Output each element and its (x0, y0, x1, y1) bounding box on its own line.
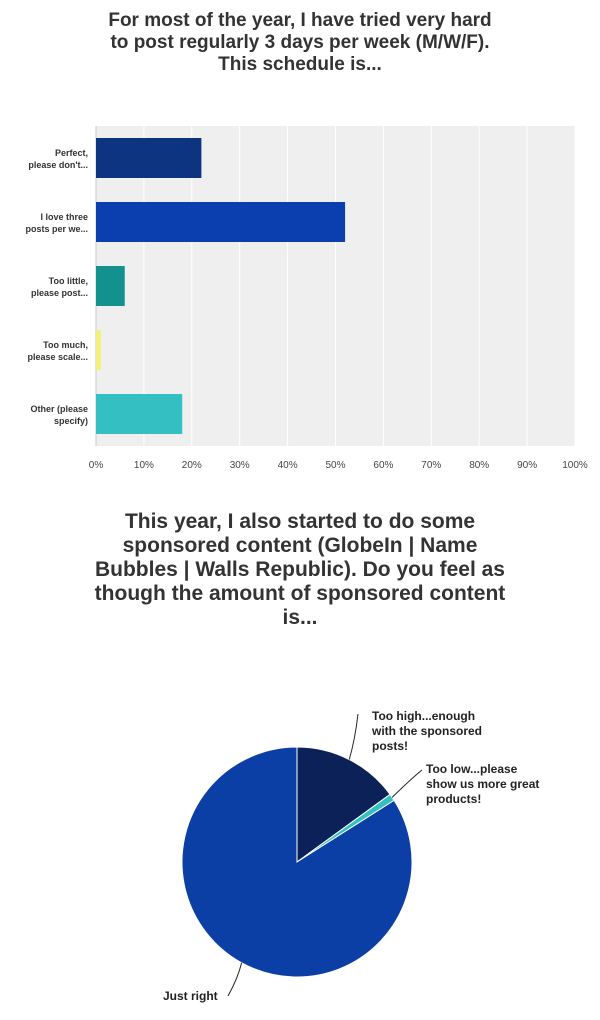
leader-line (348, 713, 359, 760)
category-label-line: Too much, (43, 340, 88, 350)
bar (96, 394, 183, 434)
category-label-line: please scale... (27, 352, 88, 362)
slice-label: Too low...please show us more great produc… (426, 762, 539, 806)
x-tick-label: 30% (230, 460, 250, 471)
pie-title-line: is... (282, 606, 318, 629)
slice-label-line: show us more great (426, 777, 539, 791)
x-tick-label: 80% (469, 460, 489, 471)
slice-label-line: products! (426, 792, 481, 806)
slice-label-line: Too low...please (426, 762, 518, 776)
category-label: I love three posts per we... (25, 212, 88, 234)
category-label-line: posts per we... (25, 224, 88, 234)
category-label: Other (please specify) (30, 404, 88, 426)
leader-line (391, 769, 423, 798)
x-tick-label: 100% (562, 460, 588, 471)
category-label-line: please don't... (28, 160, 88, 170)
slice-label: Too high...enough with the sponsored posts… (371, 709, 482, 753)
bar-chart-title: For most of the year, I have tried very … (40, 10, 560, 76)
x-tick-label: 90% (517, 460, 537, 471)
bar (96, 266, 125, 306)
x-tick-label: 0% (89, 460, 104, 471)
pie-title-line: This year, I also started to do some (124, 510, 476, 533)
pie-title-line: Bubbles | Walls Republic). Do you feel a… (94, 558, 505, 581)
category-label: Too much, please scale... (27, 340, 88, 362)
pie-title-line: though the amount of sponsored content (94, 582, 506, 605)
category-label: Perfect, please don't... (28, 148, 88, 170)
bar (96, 138, 202, 178)
category-label-line: Perfect, (55, 148, 88, 158)
category-label-line: Other (please (30, 404, 88, 414)
x-tick-label: 40% (278, 460, 298, 471)
x-tick-label: 20% (182, 460, 202, 471)
x-tick-label: 50% (325, 460, 345, 471)
x-tick-label: 60% (373, 460, 393, 471)
pie-title-line: sponsored content (GlobeIn | Name (122, 534, 478, 557)
category-label-line: I love three (40, 212, 88, 222)
slice-label-line: posts! (372, 739, 408, 753)
bar-chart: 0% 10% 20% 30% 40% 50% 60% 70% 80% 90% 100% Perfect… (25, 126, 588, 471)
category-label: Too little, please post... (31, 276, 88, 298)
bar (96, 330, 101, 370)
bar (96, 202, 346, 242)
category-label-line: please post... (31, 288, 88, 298)
bar-title-line: For most of the year, I have tried very … (108, 10, 492, 31)
pie-slice (181, 746, 413, 978)
pie-slice (296, 746, 391, 863)
pie-chart-title: This year, I also started to do some spo… (40, 510, 560, 630)
bar-title-line: This schedule is... (218, 54, 382, 75)
category-label-line: Too little, (49, 276, 88, 286)
x-tick-label: 10% (134, 460, 154, 471)
bar-title-line: to post regularly 3 days per week (M/W/F… (110, 32, 490, 53)
slice-label: Just right (163, 989, 218, 1003)
slice-label-line: Just right (163, 989, 218, 1003)
x-tick-label: 70% (421, 460, 441, 471)
category-label-line: specify) (54, 416, 88, 426)
slice-label-line: with the sponsored (371, 724, 482, 738)
slice-label-line: Too high...enough (372, 709, 475, 723)
leader-line (227, 962, 243, 997)
